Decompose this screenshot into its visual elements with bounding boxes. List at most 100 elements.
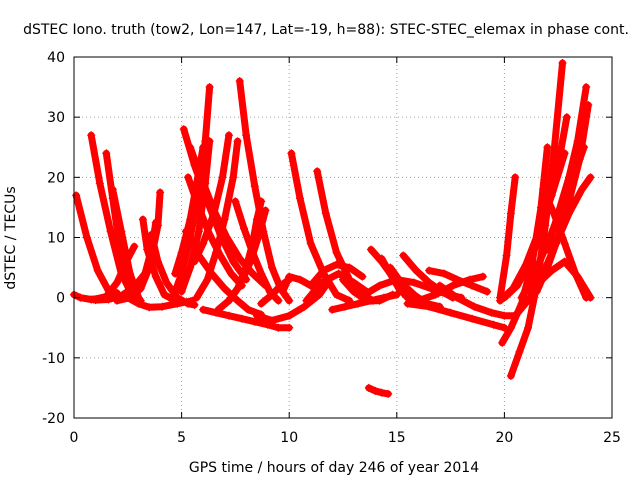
data-point [285,296,294,305]
data-point [511,311,520,320]
data-series [70,59,595,398]
data-point [560,149,569,158]
data-point [431,290,440,299]
data-point [483,287,492,296]
data-point [388,290,397,299]
data-point [564,209,573,218]
data-point [153,257,162,266]
data-point [209,209,218,218]
data-point [478,272,487,281]
data-point [255,230,264,239]
data-point [403,299,412,308]
data-point [184,173,193,182]
data-point [334,269,343,278]
y-tick-label: -20 [42,411,65,427]
data-point [138,215,147,224]
data-point [267,316,276,325]
data-point [468,314,477,323]
data-point [229,257,238,266]
x-tick-label: 20 [495,430,513,446]
data-point [448,281,457,290]
data-point [394,284,403,293]
ticks: 0 5 10 15 20 25 -20 -10 0 10 20 30 40 [42,50,621,446]
data-point [106,227,115,236]
data-point [392,275,401,284]
data-point [171,269,180,278]
data-point [252,311,261,320]
data-point [229,173,238,182]
data-point [562,113,571,122]
data-point [143,245,152,254]
data-point [257,269,266,278]
data-point [300,302,309,311]
data-point [147,230,156,239]
data-point [192,293,201,302]
data-point [577,185,586,194]
data-point [509,284,518,293]
x-tick-label: 5 [177,430,186,446]
data-point [573,137,582,146]
data-point [184,299,193,308]
data-point [521,260,530,269]
data-point [192,179,201,188]
y-tick-label: 20 [47,170,65,186]
x-tick-label: 10 [280,430,298,446]
data-point [506,323,515,332]
data-point [386,263,395,272]
data-point [186,215,195,224]
data-point [285,272,294,281]
data-point [313,167,322,176]
data-point [186,143,195,152]
data-point [261,206,270,215]
data-point [547,266,556,275]
data-point [377,388,386,397]
data-point [222,233,231,242]
data-point [560,257,569,266]
data-point [194,227,203,236]
data-point [244,305,253,314]
data-point [575,155,584,164]
data-series-trace [193,137,242,302]
data-point [332,290,341,299]
data-point [332,248,341,257]
data-point [552,239,561,248]
x-tick-label: 25 [603,430,621,446]
data-point [425,266,434,275]
data-point [287,149,296,158]
data-point [248,269,257,278]
data-point [360,290,369,299]
data-point [506,371,515,380]
data-point [453,293,462,302]
data-point [358,272,367,281]
data-point [582,293,591,302]
data-point [410,290,419,299]
data-point [571,269,580,278]
data-point [250,182,259,191]
data-point [240,224,249,233]
data-point [366,245,375,254]
data-point [160,290,169,299]
y-axis-label: dSTEC / TECUs [3,186,19,289]
chart-title: dSTEC Iono. truth (tow2, Lon=147, Lat=-1… [23,22,629,38]
data-point [349,287,358,296]
data-point [543,143,552,152]
data-point [257,197,266,206]
data-point [534,227,543,236]
data-series-trace [287,149,353,305]
data-point [246,257,255,266]
data-point [177,287,186,296]
data-point [199,305,208,314]
data-point [498,338,507,347]
data-point [446,308,455,317]
data-point [235,77,244,86]
data-point [227,269,236,278]
x-tick-label: 0 [70,430,79,446]
data-point [536,203,545,212]
data-point [470,302,479,311]
data-point [121,275,130,284]
data-point [524,323,533,332]
data-point [526,293,535,302]
data-point [267,290,276,299]
data-point [435,281,444,290]
